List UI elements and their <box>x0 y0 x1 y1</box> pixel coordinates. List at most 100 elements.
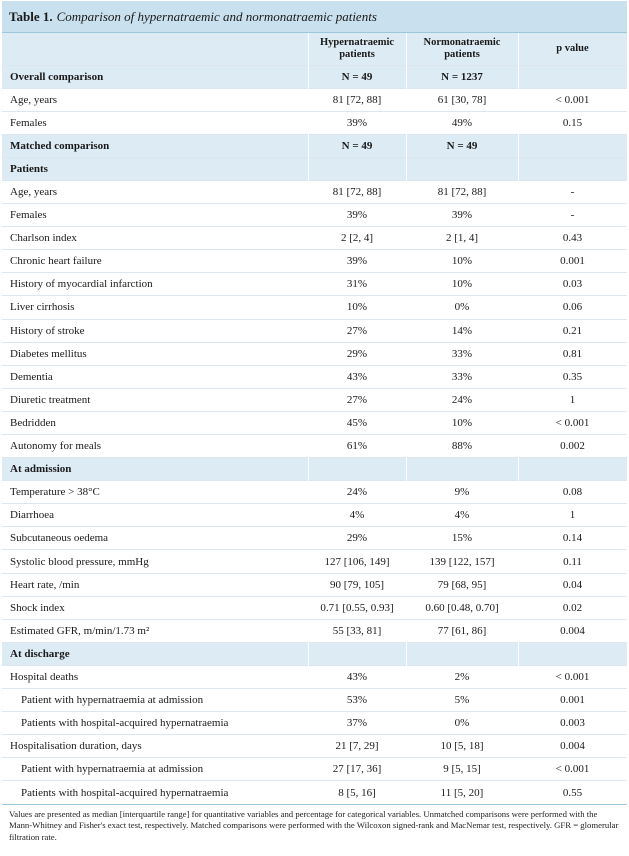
row-label: Diabetes mellitus <box>10 347 87 360</box>
hypernatraemic-value: 27% <box>346 393 368 406</box>
normonatraemic-value: 139 [122, 157] <box>429 555 495 568</box>
table-row: Autonomy for meals 61% 88% 0.002 <box>2 434 627 458</box>
hypernatraemic-value: 37% <box>346 717 368 730</box>
normonatraemic-value: 11 [5, 20] <box>440 786 484 799</box>
p-value: 1 <box>569 393 576 406</box>
hypernatraemic-value: 24% <box>346 486 368 499</box>
table-row: Shock index 0.71 [0.55, 0.93] 0.60 [0.48, … <box>2 596 627 619</box>
p-value: < 0.001 <box>555 763 590 776</box>
header-cell-variable <box>2 33 309 65</box>
normonatraemic-value: 2 [1, 4] <box>445 232 479 245</box>
p-value: 0.001 <box>560 255 585 268</box>
normonatraemic-value: N = 1237 <box>405 65 518 89</box>
table-figure: Table 1. Comparison of hypernatraemic an… <box>2 1 628 843</box>
p-value <box>517 157 627 181</box>
hypernatraemic-value <box>307 642 406 666</box>
hypernatraemic-value: 0.71 [0.55, 0.93] <box>320 601 394 614</box>
normonatraemic-value: 14% <box>451 324 473 337</box>
normonatraemic-value: 33% <box>451 370 473 383</box>
normonatraemic-value: 15% <box>451 532 473 545</box>
row-label: Chronic heart failure <box>10 255 102 268</box>
p-value: 0.11 <box>563 555 582 568</box>
table-row: Age, years 81 [72, 88] 61 [30, 78] < 0.001 <box>2 88 627 111</box>
section-row: Patients <box>2 157 627 181</box>
hypernatraemic-value: 43% <box>346 370 368 383</box>
p-value: 1 <box>569 509 576 522</box>
header-cell-normonatraemic: Normonatraemic patients <box>406 33 519 65</box>
header-row: Hypernatraemic patients Normonatraemic p… <box>2 33 628 65</box>
table-caption: Comparison of hypernatraemic and normona… <box>56 8 377 24</box>
normonatraemic-value: 24% <box>451 393 473 406</box>
normonatraemic-value: 9 [5, 15] <box>443 763 481 776</box>
section-row: At discharge <box>2 642 627 666</box>
table-row: Chronic heart failure 39% 10% 0.001 <box>2 249 627 273</box>
row-label: At discharge <box>2 642 308 666</box>
normonatraemic-value: 9% <box>454 486 470 499</box>
table-row: Hospital deaths 43% 2% < 0.001 <box>2 665 627 688</box>
p-value: 0.43 <box>562 232 583 245</box>
hypernatraemic-value: 39% <box>346 255 368 268</box>
hypernatraemic-value: 27% <box>346 324 368 337</box>
table-row: Temperature > 38°C 24% 9% 0.08 <box>2 480 627 504</box>
p-value: - <box>570 209 575 222</box>
p-value: 0.15 <box>562 116 583 129</box>
p-value: 0.35 <box>562 370 583 383</box>
comparison-table: Hypernatraemic patients Normonatraemic p… <box>2 33 628 804</box>
table-row: Diarrhoea 4% 4% 1 <box>2 503 627 527</box>
row-label: Females <box>10 116 47 129</box>
hypernatraemic-value: 81 [72, 88] <box>332 186 382 199</box>
row-label: Patients with hospital-acquired hypernat… <box>21 786 229 799</box>
p-value: 0.55 <box>562 786 583 799</box>
normonatraemic-value: 81 [72, 88] <box>437 186 487 199</box>
row-label: Temperature > 38°C <box>10 486 100 499</box>
table-footnote: Values are presented as median [interqua… <box>2 804 627 843</box>
row-label: Diuretic treatment <box>10 393 91 406</box>
hypernatraemic-value: 10% <box>346 301 368 314</box>
hypernatraemic-value: N = 49 <box>307 134 406 158</box>
row-label: Bedridden <box>10 416 56 429</box>
table-row: Dementia 43% 33% 0.35 <box>2 365 627 388</box>
normonatraemic-value: 4% <box>454 509 470 522</box>
row-label: Subcutaneous oedema <box>10 532 109 545</box>
table-row: Females 39% 49% 0.15 <box>2 111 627 134</box>
row-label: Heart rate, /min <box>10 578 80 591</box>
row-label: Liver cirrhosis <box>10 301 75 314</box>
hypernatraemic-value: 39% <box>346 116 368 129</box>
row-label: Charlson index <box>10 232 77 245</box>
normonatraemic-value: 10% <box>451 255 473 268</box>
normonatraemic-value: 39% <box>451 209 473 222</box>
table-row: Age, years 81 [72, 88] 81 [72, 88] - <box>2 180 627 203</box>
table-label: Table 1. <box>9 8 53 24</box>
row-label: History of myocardial infarction <box>10 278 153 291</box>
p-value: < 0.001 <box>555 416 590 429</box>
normonatraemic-value: 10% <box>451 278 473 291</box>
normonatraemic-value: 61 [30, 78] <box>437 93 487 106</box>
table-row: Subcutaneous oedema 29% 15% 0.14 <box>2 526 627 550</box>
p-value: < 0.001 <box>555 670 590 683</box>
normonatraemic-value: 0% <box>454 717 470 730</box>
normonatraemic-value <box>405 157 518 181</box>
table-row: Bedridden 45% 10% < 0.001 <box>2 411 627 434</box>
hypernatraemic-value: 21 [7, 29] <box>335 740 379 753</box>
p-value: 0.04 <box>562 578 583 591</box>
table-row: History of stroke 27% 14% 0.21 <box>2 319 627 342</box>
normonatraemic-value: 10% <box>451 416 473 429</box>
row-label: Age, years <box>10 186 58 199</box>
hypernatraemic-value: 29% <box>346 347 368 360</box>
hypernatraemic-value: 127 [106, 149] <box>324 555 390 568</box>
table-row: History of myocardial infarction 31% 10% 0.… <box>2 272 627 296</box>
row-label: Estimated GFR, m/min/1.73 m² <box>10 624 150 637</box>
row-label: Shock index <box>10 601 65 614</box>
hypernatraemic-value: 61% <box>346 440 368 453</box>
row-label: Patients with hospital-acquired hypernat… <box>21 717 229 730</box>
hypernatraemic-value: 8 [5, 16] <box>338 786 376 799</box>
p-value: 0.03 <box>562 278 583 291</box>
row-label: At admission <box>2 457 308 481</box>
hypernatraemic-value: 43% <box>346 670 368 683</box>
hypernatraemic-value: 4% <box>349 509 365 522</box>
header-cell-hypernatraemic: Hypernatraemic patients <box>308 33 407 65</box>
section-row: At admission <box>2 457 627 481</box>
hypernatraemic-value: 29% <box>346 532 368 545</box>
p-value <box>517 134 627 158</box>
row-label: Patients <box>2 157 308 181</box>
